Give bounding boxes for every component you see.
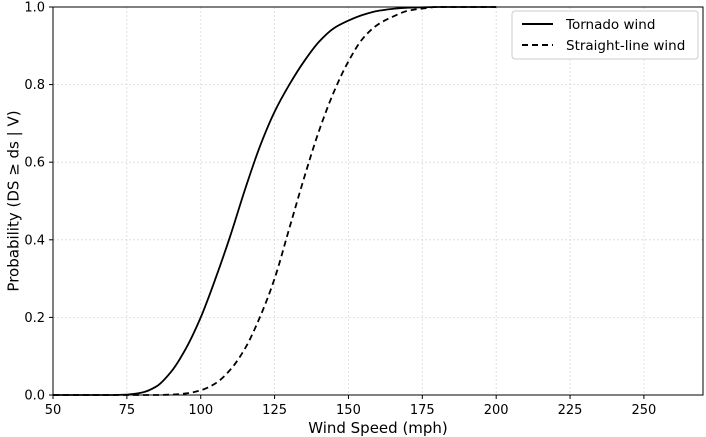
x-tick-label: 250 bbox=[631, 403, 656, 418]
x-tick-label: 125 bbox=[262, 403, 287, 418]
grid bbox=[52, 6, 703, 396]
x-tick-label: 75 bbox=[119, 403, 136, 418]
x-tick-label: 150 bbox=[336, 403, 361, 418]
ticks: 50 75 100 125 150 175 200 225 250 0.0 0.2 0.4 0.6 0.8… bbox=[24, 1, 656, 419]
x-tick-label: 200 bbox=[484, 403, 509, 418]
legend-label-straight-line: Straight-line wind bbox=[566, 38, 685, 54]
y-axis-title: Probability (DS ≥ ds | V) bbox=[5, 110, 23, 291]
x-tick-label: 100 bbox=[188, 403, 213, 418]
x-axis-title: Wind Speed (mph) bbox=[308, 419, 448, 437]
series-line-tornado bbox=[52, 6, 497, 396]
plot-frame bbox=[52, 6, 704, 396]
legend-label-tornado: Tornado wind bbox=[565, 17, 655, 33]
legend: Tornado wind Straight-line wind bbox=[511, 10, 699, 60]
y-tick-label: 0.2 bbox=[24, 311, 45, 326]
x-tick-label: 50 bbox=[45, 403, 62, 418]
y-tick-label: 0.0 bbox=[24, 389, 45, 404]
x-tick-label: 175 bbox=[410, 403, 435, 418]
y-tick-label: 0.6 bbox=[24, 156, 45, 171]
series-line-straight-line bbox=[52, 6, 497, 396]
y-tick-label: 0.8 bbox=[24, 78, 45, 93]
x-tick-label: 225 bbox=[558, 403, 583, 418]
y-tick-label: 1.0 bbox=[24, 1, 45, 16]
y-tick-label: 0.4 bbox=[24, 233, 45, 248]
legend-box bbox=[511, 10, 699, 60]
series-lines bbox=[52, 6, 497, 396]
